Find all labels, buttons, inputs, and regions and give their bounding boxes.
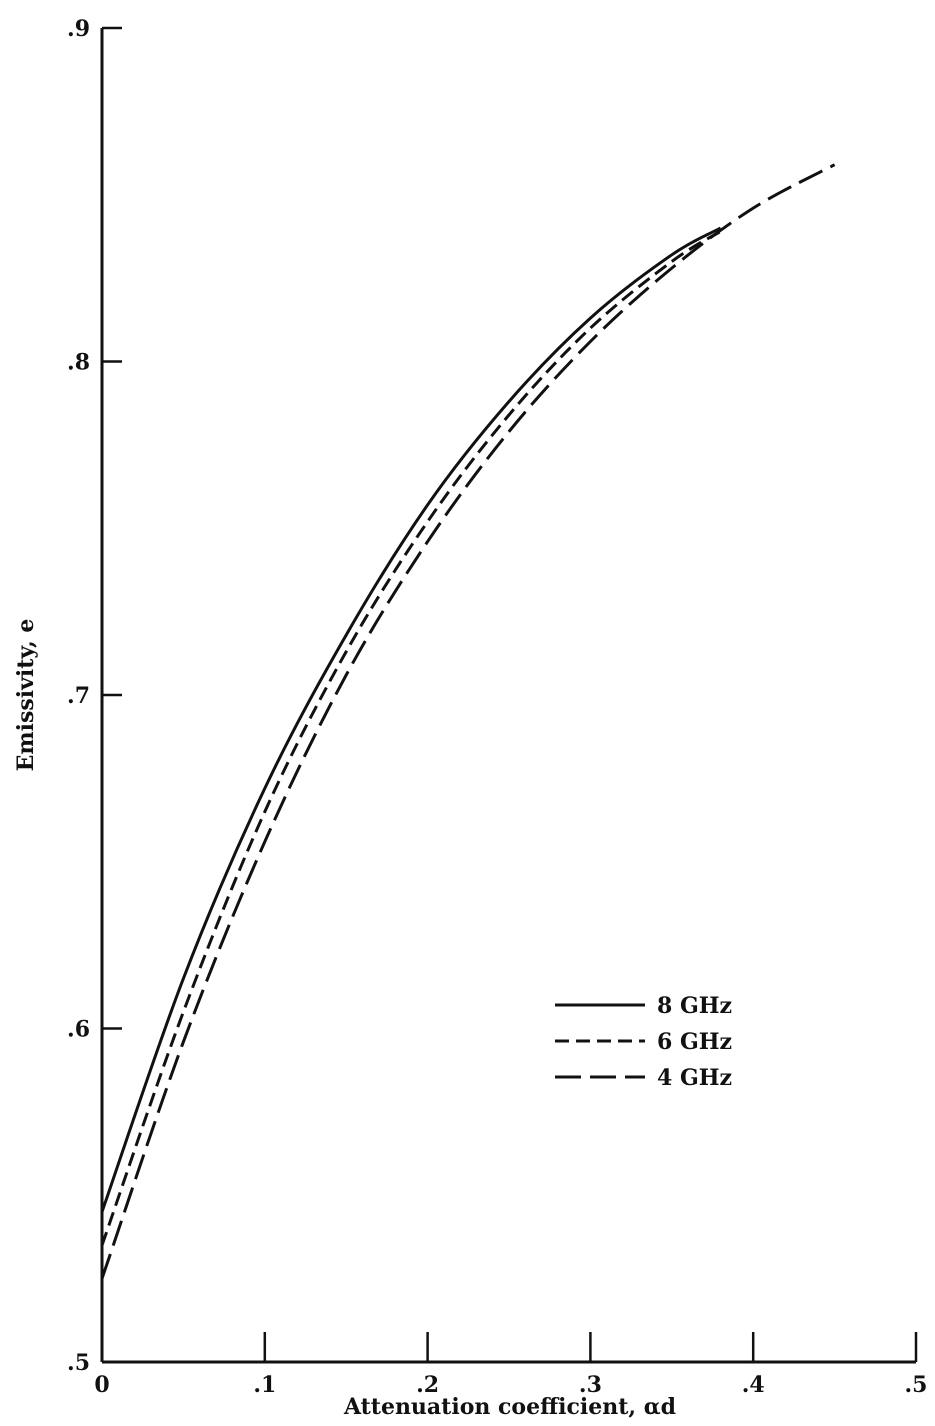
legend-label: 6 GHz xyxy=(657,1029,732,1055)
legend: 8 GHz 6 GHz 4 GHz xyxy=(555,993,732,1091)
axes xyxy=(100,28,916,1364)
x-ticks: 0 .1 .2 .3 .4 .5 xyxy=(94,1332,927,1398)
legend-label: 4 GHz xyxy=(657,1065,732,1091)
y-axis-title: Emissivity, e xyxy=(13,619,39,772)
x-tick-label: .5 xyxy=(905,1372,928,1398)
y-tick-label: .9 xyxy=(67,16,90,42)
y-tick-label: .7 xyxy=(67,683,90,709)
series-layer xyxy=(100,163,836,1280)
series-line-8-ghz xyxy=(100,226,722,1213)
x-axis-title: Attenuation coefficient, αd xyxy=(343,1394,676,1420)
x-tick-label: .4 xyxy=(742,1372,765,1398)
x-tick-label: .1 xyxy=(253,1372,276,1398)
x-tick-label: 0 xyxy=(94,1372,109,1398)
x-tick-label: .3 xyxy=(579,1372,602,1398)
series-line-6-ghz xyxy=(100,230,722,1246)
x-tick-label: .2 xyxy=(416,1372,439,1398)
y-tick-label: .6 xyxy=(67,1017,90,1043)
series-line-4-ghz xyxy=(100,163,836,1280)
y-tick-label: .5 xyxy=(67,1350,90,1376)
legend-label: 8 GHz xyxy=(657,993,732,1019)
y-ticks: .5 .6 .7 .8 .9 xyxy=(67,16,122,1376)
y-tick-label: .8 xyxy=(67,350,90,376)
